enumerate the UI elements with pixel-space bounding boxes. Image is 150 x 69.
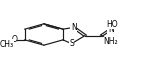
Text: CH₃: CH₃ — [0, 40, 14, 49]
Text: O: O — [11, 35, 17, 44]
Text: S: S — [69, 39, 74, 48]
Text: N: N — [71, 23, 76, 32]
Text: N: N — [108, 25, 114, 34]
Text: HO: HO — [106, 20, 118, 29]
Text: NH₂: NH₂ — [103, 37, 118, 46]
